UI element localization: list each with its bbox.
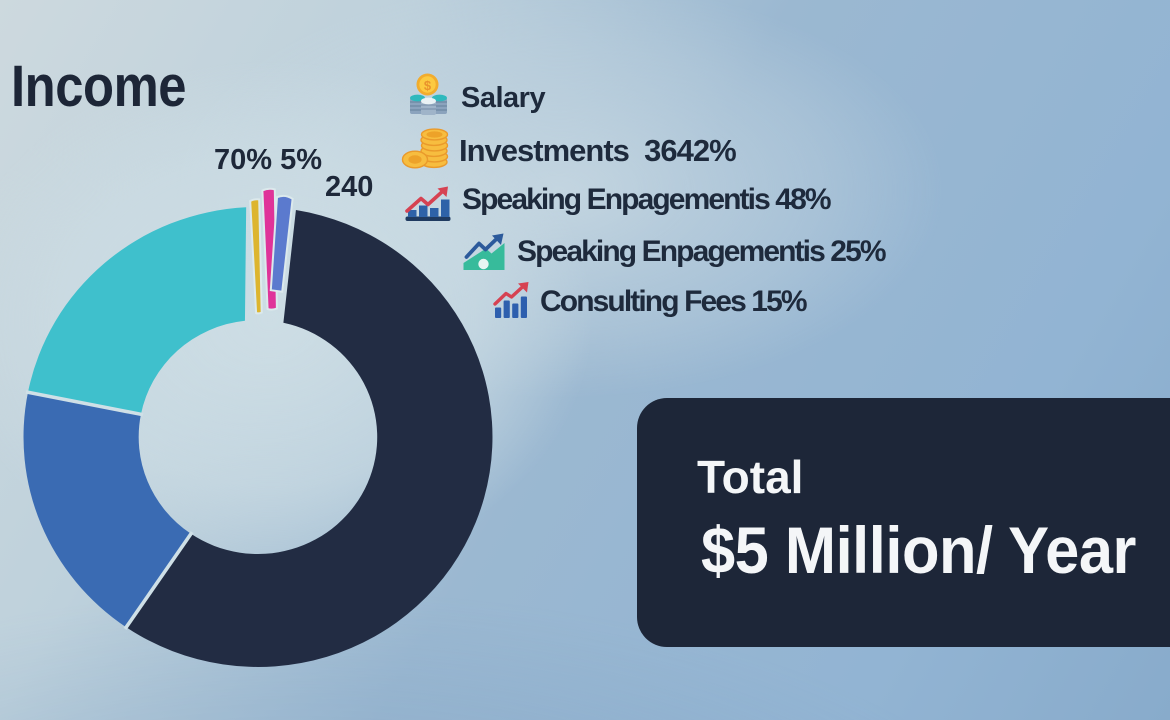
svg-text:$: $ xyxy=(424,78,432,93)
